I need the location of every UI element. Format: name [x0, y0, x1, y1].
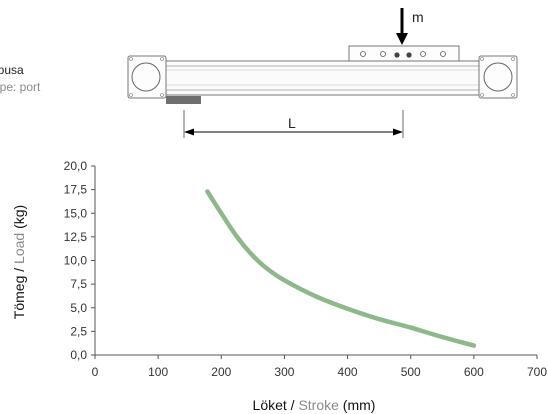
- x-axis-label-unit: (mm): [339, 397, 376, 413]
- y-tick-label: 7,5: [70, 277, 87, 291]
- y-axis-label-hu: Tömeg: [11, 276, 27, 320]
- caption-hu: Típusa: [0, 63, 24, 77]
- rail-profile: [164, 60, 481, 96]
- length-label: L: [288, 115, 296, 131]
- caption-en: Type: port: [0, 80, 41, 94]
- end-cap-left: [127, 55, 167, 99]
- actuator-diagram: m L: [127, 8, 518, 138]
- x-tick-label: 0: [92, 365, 99, 379]
- y-axis-label-sep: /: [11, 264, 27, 276]
- x-axis-label: Löket / Stroke (mm): [253, 397, 376, 413]
- y-tick-label: 5,0: [70, 301, 87, 315]
- y-tick-label: 10,0: [64, 254, 88, 268]
- x-tick-label: 300: [274, 365, 294, 379]
- y-tick-label: 17,5: [64, 183, 88, 197]
- x-axis-label-en: Stroke: [298, 397, 339, 413]
- x-tick-label: 700: [527, 365, 547, 379]
- y-axis-label: Tömeg / Load (kg): [11, 205, 27, 319]
- load-stroke-chart: 0,0 2,5 5,0 7,5 10,0 12,5 15,0 17,5 20,0 0 100 200…: [11, 159, 547, 413]
- x-tick-label: 400: [338, 365, 358, 379]
- y-axis-label-unit: (kg): [11, 205, 27, 233]
- x-tick-label: 500: [401, 365, 421, 379]
- x-tick-label: 100: [148, 365, 168, 379]
- x-ticks: 0 100 200 300 400 500 600 700: [92, 355, 547, 379]
- y-axis-label-en: Load: [11, 233, 27, 264]
- carriage: [348, 45, 460, 63]
- load-arrow: [396, 8, 408, 45]
- y-tick-label: 20,0: [64, 159, 88, 173]
- end-cap-right: [478, 55, 518, 99]
- y-tick-label: 15,0: [64, 206, 88, 220]
- y-ticks: 0,0 2,5 5,0 7,5 10,0 12,5 15,0 17,5 20,0: [64, 159, 95, 362]
- x-axis-label-sep: /: [287, 397, 299, 413]
- x-tick-label: 600: [464, 365, 484, 379]
- x-tick-label: 200: [211, 365, 231, 379]
- length-dimension: [183, 110, 404, 138]
- product-caption: Típusa Type: port: [0, 62, 70, 96]
- series-line: [205, 189, 477, 348]
- mass-label: m: [412, 9, 424, 25]
- y-tick-label: 2,5: [70, 324, 87, 338]
- motor-block: [166, 96, 201, 104]
- x-axis-label-hu: Löket: [253, 397, 287, 413]
- y-tick-label: 12,5: [64, 230, 88, 244]
- y-tick-label: 0,0: [70, 348, 87, 362]
